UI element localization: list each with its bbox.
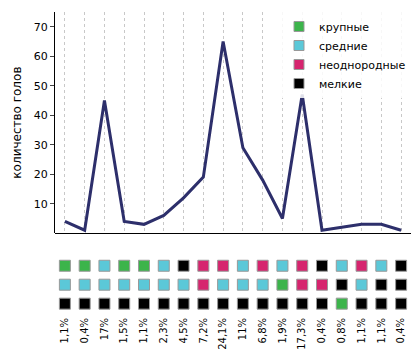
svg-text:50: 50 (34, 80, 48, 93)
svg-text:1,1%: 1,1% (356, 318, 367, 343)
svg-text:10: 10 (34, 198, 48, 211)
svg-text:1,9%: 1,9% (277, 318, 288, 343)
svg-text:40: 40 (34, 109, 48, 122)
svg-text:2,3%: 2,3% (158, 318, 169, 343)
svg-text:0,8%: 0,8% (336, 318, 347, 343)
svg-text:крупные: крупные (319, 21, 369, 34)
svg-text:70: 70 (34, 21, 48, 34)
svg-text:30: 30 (34, 139, 48, 152)
svg-text:0,4%: 0,4% (316, 318, 327, 343)
svg-text:17%: 17% (99, 318, 110, 340)
svg-text:17,3%: 17,3% (296, 318, 307, 350)
svg-text:7,2%: 7,2% (198, 318, 209, 343)
svg-text:неоднородные: неоднородные (319, 59, 405, 72)
svg-text:1,1%: 1,1% (376, 318, 387, 343)
svg-text:1,5%: 1,5% (118, 318, 129, 343)
svg-text:0,4%: 0,4% (79, 318, 90, 343)
svg-text:11%: 11% (237, 318, 248, 340)
svg-text:средние: средние (319, 40, 368, 53)
svg-text:0,4%: 0,4% (395, 318, 406, 343)
svg-text:24,1%: 24,1% (217, 318, 228, 350)
svg-text:мелкие: мелкие (319, 78, 362, 91)
svg-text:20: 20 (34, 168, 48, 181)
svg-text:6,8%: 6,8% (257, 318, 268, 343)
svg-text:1,1%: 1,1% (138, 318, 149, 343)
svg-text:60: 60 (34, 50, 48, 63)
svg-text:количество голов: количество голов (10, 67, 24, 179)
svg-text:4,5%: 4,5% (178, 318, 189, 343)
svg-text:1,1%: 1,1% (59, 318, 70, 343)
